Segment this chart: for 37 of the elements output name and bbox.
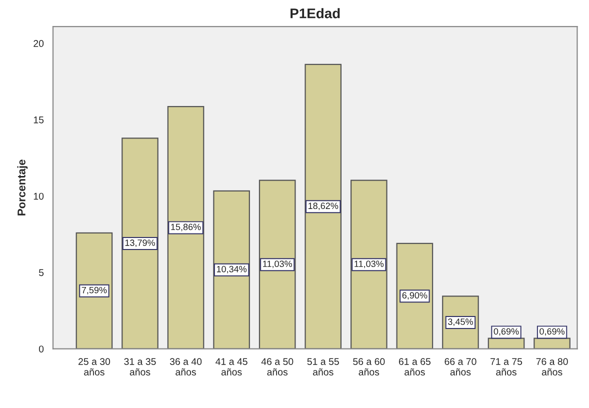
data-label: 0,69% xyxy=(540,328,565,336)
data-label: 6,90% xyxy=(402,292,428,300)
y-axis-title: Porcentaje xyxy=(17,160,28,216)
data-label: 7,59% xyxy=(82,286,107,294)
data-label: 15,86% xyxy=(171,224,201,232)
x-tick-label: 46 a 50 años xyxy=(261,358,294,376)
y-tick-label: 15 xyxy=(34,116,44,124)
x-tick-label: 36 a 40 años xyxy=(170,358,202,376)
data-label: 11,03% xyxy=(354,260,384,268)
x-tick-label: 66 a 70 años xyxy=(444,358,476,376)
y-tick-label: 5 xyxy=(38,269,44,276)
y-tick-label: 20 xyxy=(34,40,44,47)
x-tick-label: 76 a 80 años xyxy=(536,358,568,376)
x-tick-label: 56 a 60 años xyxy=(353,358,385,376)
chart-title: P1Edad xyxy=(290,8,340,18)
x-tick-label: 61 a 65 años xyxy=(398,358,431,376)
bar xyxy=(258,180,296,349)
x-tick-label: 71 a 75 años xyxy=(490,358,522,376)
x-tick-label: 31 a 35 años xyxy=(124,358,156,376)
data-label: 10,34% xyxy=(216,266,247,274)
data-label: 11,03% xyxy=(263,260,292,268)
data-label: 18,62% xyxy=(308,202,338,210)
bar xyxy=(396,242,434,349)
x-tick-label: 41 a 45 años xyxy=(216,358,248,376)
y-tick-label: 0 xyxy=(38,346,44,352)
data-label: 0,69% xyxy=(494,328,519,336)
bar xyxy=(167,106,204,349)
x-tick-label: 25 a 30 años xyxy=(78,358,110,376)
bar xyxy=(350,180,388,349)
data-label: 13,79% xyxy=(125,240,155,248)
x-tick-label: 51 a 55 años xyxy=(307,358,339,376)
bar xyxy=(122,138,158,349)
bar xyxy=(76,232,113,349)
bar xyxy=(304,64,342,349)
data-label: 3,45% xyxy=(448,318,473,326)
y-tick-label: 10 xyxy=(34,192,44,200)
bar xyxy=(213,190,250,349)
